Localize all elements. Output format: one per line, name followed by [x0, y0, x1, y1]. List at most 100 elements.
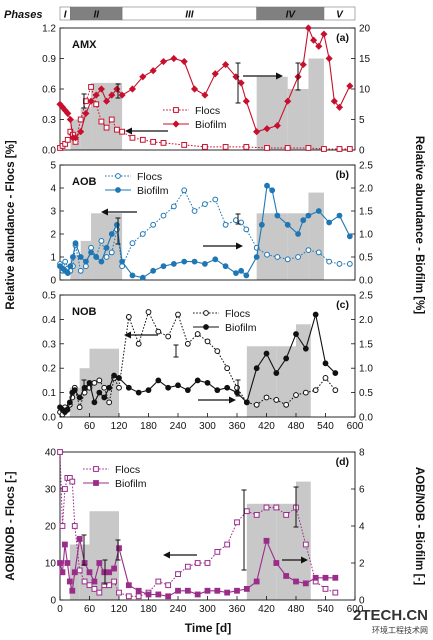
x-tick-label: 0: [57, 421, 63, 432]
legend-label-flocs: Flocs: [115, 464, 140, 476]
data-point: [234, 384, 240, 391]
data-point: [135, 340, 142, 347]
data-point: [284, 221, 291, 228]
arrow-head: [125, 127, 132, 135]
x-tick-label: 360: [229, 604, 246, 615]
data-point: [264, 145, 270, 151]
panel-letter: (c): [336, 299, 349, 311]
y-tick-label-right: 5: [359, 115, 365, 126]
data-point: [326, 219, 333, 226]
data-point: [82, 109, 90, 117]
data-point: [88, 244, 94, 251]
y-tick-label-left: 0.0: [42, 146, 56, 157]
data-point: [214, 587, 221, 594]
data-point: [184, 340, 191, 347]
data-point: [181, 187, 188, 194]
bar: [308, 58, 324, 150]
y-tick-label-left: 0.3: [42, 115, 56, 126]
data-point: [96, 560, 103, 566]
y-tick-label-left: 0.3: [42, 339, 56, 350]
data-point: [129, 240, 136, 247]
data-point: [129, 272, 136, 279]
series-line-flocs: [59, 189, 350, 273]
data-point: [201, 91, 209, 99]
data-point: [160, 212, 167, 219]
x-tick-label: 60: [84, 421, 96, 432]
data-point: [194, 377, 201, 384]
data-point: [310, 36, 318, 44]
data-point: [194, 591, 201, 598]
data-point: [234, 389, 240, 396]
data-point: [69, 478, 76, 485]
data-point: [116, 375, 122, 381]
data-point: [165, 384, 172, 391]
data-point: [224, 541, 231, 548]
data-point: [82, 258, 89, 265]
data-point: [64, 109, 72, 117]
panel-c: 0.0 0.1 0.2 0.3 0.4 0.5 0.0 0.5 1.0 1.5 2.0 2.5 0 60 1…: [42, 291, 373, 433]
y-tick-label-left: 1: [50, 253, 56, 264]
y-axis-title-right-d: AOB/NOB - Biofilm [-]: [413, 467, 425, 585]
bar: [69, 387, 80, 417]
legend-label-biofilm: Biofilm: [195, 119, 227, 131]
y-tick-label-left: 0.6: [42, 85, 56, 96]
data-point: [273, 397, 280, 403]
data-point: [336, 261, 343, 267]
data-point: [115, 187, 121, 193]
data-point: [103, 97, 111, 105]
data-point: [330, 97, 338, 105]
data-point: [263, 125, 271, 133]
x-tick-label: 540: [317, 421, 334, 432]
data-point: [214, 549, 221, 555]
phase-label: II: [93, 10, 99, 21]
data-point: [243, 399, 250, 406]
y-tick-label-left: 20: [45, 522, 57, 533]
data-point: [135, 587, 142, 594]
data-point: [145, 309, 152, 315]
data-point: [150, 221, 157, 228]
data-point: [88, 249, 94, 256]
data-point: [76, 567, 83, 574]
data-point: [346, 261, 353, 267]
data-point: [91, 379, 98, 386]
data-point: [91, 399, 98, 406]
data-point: [175, 311, 181, 318]
panel-d: 0 10 20 30 40 0 2 4 6 8 0 60 120 180 240 300 360 420 480 54…: [45, 448, 365, 616]
data-point: [181, 258, 188, 265]
data-point: [263, 537, 270, 544]
data-point: [145, 591, 152, 598]
data-point: [184, 587, 191, 594]
data-point: [170, 261, 177, 267]
data-point: [96, 589, 103, 596]
y-tick-label-left: 0: [50, 276, 56, 287]
data-point: [184, 563, 191, 570]
data-point: [119, 258, 126, 265]
data-point: [224, 365, 231, 372]
data-point: [273, 504, 280, 511]
data-point: [263, 394, 270, 401]
data-point: [283, 401, 290, 408]
data-point: [312, 387, 319, 394]
data-point: [175, 587, 181, 594]
y-tick-label-right: 2.0: [359, 315, 373, 326]
data-point: [70, 254, 76, 260]
data-point: [150, 267, 157, 274]
data-point: [273, 370, 280, 376]
data-point: [77, 254, 84, 260]
data-point: [253, 254, 260, 260]
data-point: [243, 226, 250, 233]
legend-label-biofilm: Biofilm: [115, 478, 147, 490]
y-tick-label-right: 2.0: [359, 184, 373, 195]
data-point: [346, 233, 353, 240]
x-tick-label: 300: [199, 421, 216, 432]
data-point: [93, 254, 100, 260]
data-point: [264, 182, 270, 189]
data-point: [304, 24, 312, 32]
data-point: [322, 574, 329, 581]
data-point: [111, 578, 117, 585]
data-point: [172, 120, 180, 128]
data-point: [242, 97, 250, 105]
data-point: [346, 82, 354, 90]
bar: [246, 346, 277, 417]
bar: [276, 503, 296, 600]
